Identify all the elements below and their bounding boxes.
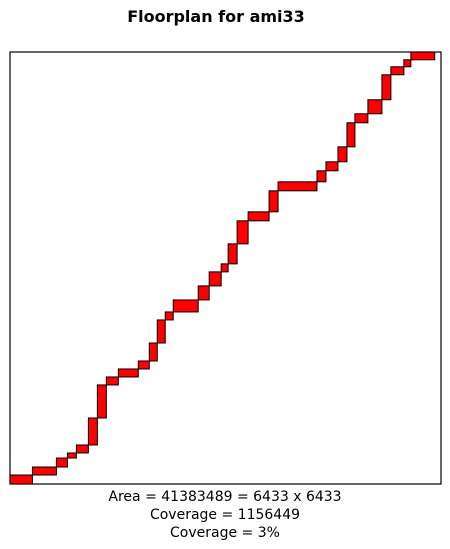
caption-area: Area = 41383489 = 6433 x 6433 bbox=[108, 489, 341, 505]
floorplan-block-31 bbox=[403, 59, 412, 68]
floorplan-block-1 bbox=[10, 474, 33, 484]
floorplan-block-33 bbox=[434, 52, 441, 53]
floorplan-block-30 bbox=[390, 66, 405, 76]
floorplan-block-2 bbox=[31, 466, 57, 476]
floorplan-block-6 bbox=[87, 417, 98, 446]
floorplan-block-27 bbox=[354, 113, 369, 124]
floorplan-block-14 bbox=[172, 299, 199, 313]
floorplan-block-9 bbox=[117, 368, 139, 378]
floorplan-block-11 bbox=[148, 342, 158, 362]
caption-coverage-percent: Coverage = 3% bbox=[170, 525, 280, 541]
floorplan-block-4 bbox=[66, 452, 77, 459]
floorplan-block-22 bbox=[277, 181, 318, 192]
floorplan-block-32 bbox=[410, 52, 436, 61]
floorplan-block-13 bbox=[164, 311, 174, 321]
floorplan-block-24 bbox=[325, 161, 339, 172]
figure-title: Floorplan for ami33 bbox=[127, 7, 305, 26]
floorplan-block-15 bbox=[197, 285, 210, 301]
floorplan-block-20 bbox=[247, 211, 270, 222]
floorplan-block-5 bbox=[75, 444, 89, 454]
floorplan-block-7 bbox=[96, 384, 107, 419]
floorplan-block-3 bbox=[55, 457, 68, 468]
floorplan-block-21 bbox=[268, 190, 279, 213]
floorplan-block-16 bbox=[208, 271, 222, 287]
floorplan-block-19 bbox=[236, 220, 249, 245]
floorplan-block-28 bbox=[367, 99, 383, 115]
floorplan-block-26 bbox=[346, 122, 356, 148]
floorplan-block-12 bbox=[156, 319, 166, 344]
floorplan-block-17 bbox=[220, 263, 229, 273]
floorplan-block-8 bbox=[105, 376, 119, 386]
block-group bbox=[10, 52, 441, 484]
floorplan-block-29 bbox=[381, 74, 392, 101]
floorplan-block-23 bbox=[316, 170, 327, 183]
floorplan-block-18 bbox=[227, 243, 238, 265]
floorplan-block-25 bbox=[337, 146, 348, 163]
caption-coverage: Coverage = 1156449 bbox=[150, 507, 300, 523]
floorplan-block-10 bbox=[137, 360, 150, 370]
